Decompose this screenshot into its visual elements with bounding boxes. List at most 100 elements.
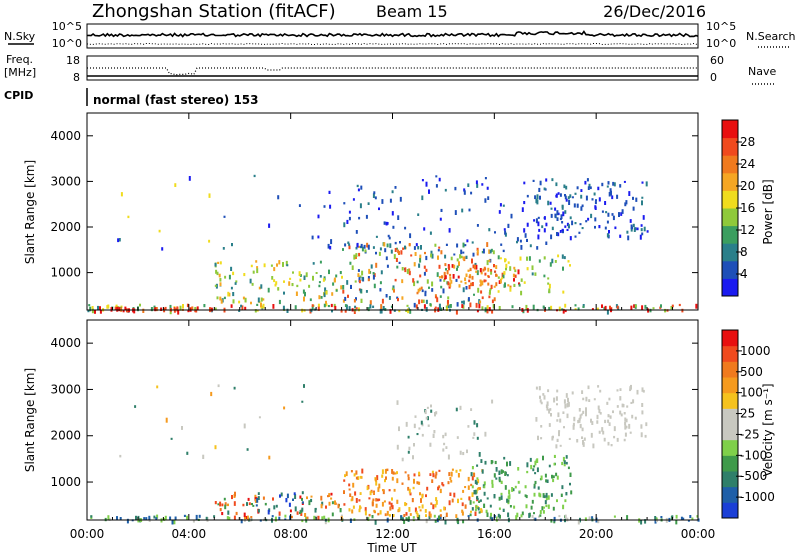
range-cell (447, 300, 449, 304)
range-cell (450, 256, 453, 261)
range-cell (573, 203, 576, 208)
range-cell (412, 486, 415, 490)
range-cell (249, 278, 252, 284)
range-cell (636, 227, 639, 231)
range-cell (585, 396, 588, 402)
range-cell (407, 435, 410, 439)
range-cell (452, 274, 455, 279)
range-cell (445, 446, 448, 449)
range-cell (321, 501, 324, 506)
range-cell (550, 493, 553, 497)
range-cell (181, 426, 183, 430)
colorbar-swatch (722, 120, 738, 139)
range-cell (616, 389, 619, 392)
range-cell (254, 499, 257, 503)
range-cell (418, 506, 421, 509)
range-cell (636, 389, 639, 395)
range-cell (483, 503, 486, 508)
range-cell (528, 513, 531, 518)
range-cell (424, 292, 427, 297)
range-cell (332, 282, 335, 286)
range-cell (244, 515, 246, 520)
range-cell (593, 192, 596, 196)
range-cell (530, 505, 533, 510)
range-cell (493, 494, 496, 499)
range-cell (124, 306, 127, 310)
range-cell (359, 288, 362, 293)
range-cell (507, 512, 510, 518)
range-cell (329, 245, 332, 250)
range-cell (557, 212, 560, 216)
range-cell (609, 188, 612, 192)
range-cell (355, 470, 358, 475)
range-cell (413, 262, 416, 267)
range-cell (634, 416, 637, 420)
range-cell (587, 385, 590, 390)
range-cell (137, 518, 140, 523)
range-cell (94, 309, 96, 314)
range-cell (548, 464, 551, 468)
range-cell (476, 252, 479, 256)
range-cell (349, 493, 352, 497)
range-cell (526, 238, 528, 242)
range-cell (675, 514, 678, 519)
range-cell (391, 190, 394, 194)
range-cell (620, 413, 623, 417)
range-cell (323, 303, 326, 308)
range-cell (450, 471, 453, 477)
range-cell (426, 279, 429, 284)
range-cell (438, 276, 441, 279)
range-cell (145, 517, 148, 520)
range-cell (542, 510, 545, 514)
range-cell (467, 476, 470, 482)
range-cell (343, 479, 346, 482)
range-cell (538, 515, 540, 518)
range-cell (640, 519, 643, 525)
range-cell (301, 308, 304, 313)
range-cell (671, 515, 674, 519)
range-cell (641, 200, 643, 206)
range-cell (596, 420, 599, 424)
range-cell (88, 304, 91, 307)
range-cell (409, 233, 412, 239)
range-cell (405, 421, 408, 427)
range-cell (401, 279, 404, 284)
range-cell (173, 307, 176, 310)
range-cell (419, 509, 422, 512)
date-title: 26/Dec/2016 (603, 2, 706, 21)
range-cell (548, 423, 551, 427)
range-cell (455, 309, 458, 315)
range-cell (299, 278, 302, 282)
range-cell (640, 228, 643, 232)
range-cell (543, 506, 545, 509)
range-cell (581, 427, 584, 432)
range-cell (342, 285, 345, 290)
range-cell (418, 287, 421, 292)
range-cell (425, 181, 428, 187)
range-cell (598, 225, 601, 229)
range-cell (396, 499, 399, 504)
range-cell (383, 221, 386, 225)
range-cell (126, 309, 129, 313)
range-cell (156, 385, 159, 389)
range-cell (469, 302, 472, 308)
range-cell (531, 515, 534, 518)
range-cell (623, 438, 626, 442)
range-cell (447, 296, 450, 300)
range-cell (324, 519, 327, 525)
range-cell (438, 303, 441, 309)
range-cell (331, 309, 333, 313)
range-cell (553, 519, 556, 524)
range-cell (256, 498, 259, 503)
range-cell (418, 427, 421, 430)
range-cell (304, 291, 306, 297)
range-cell (345, 471, 348, 477)
range-cell (360, 298, 363, 303)
range-cell (262, 303, 265, 309)
velocity-x-axis: 00:00 04:00 08:00 12:00 16:00 20:00 00:00 (70, 320, 715, 541)
range-cell (630, 228, 633, 232)
range-cell (512, 273, 515, 278)
velocity-frame (86, 319, 699, 521)
range-cell (487, 196, 490, 200)
